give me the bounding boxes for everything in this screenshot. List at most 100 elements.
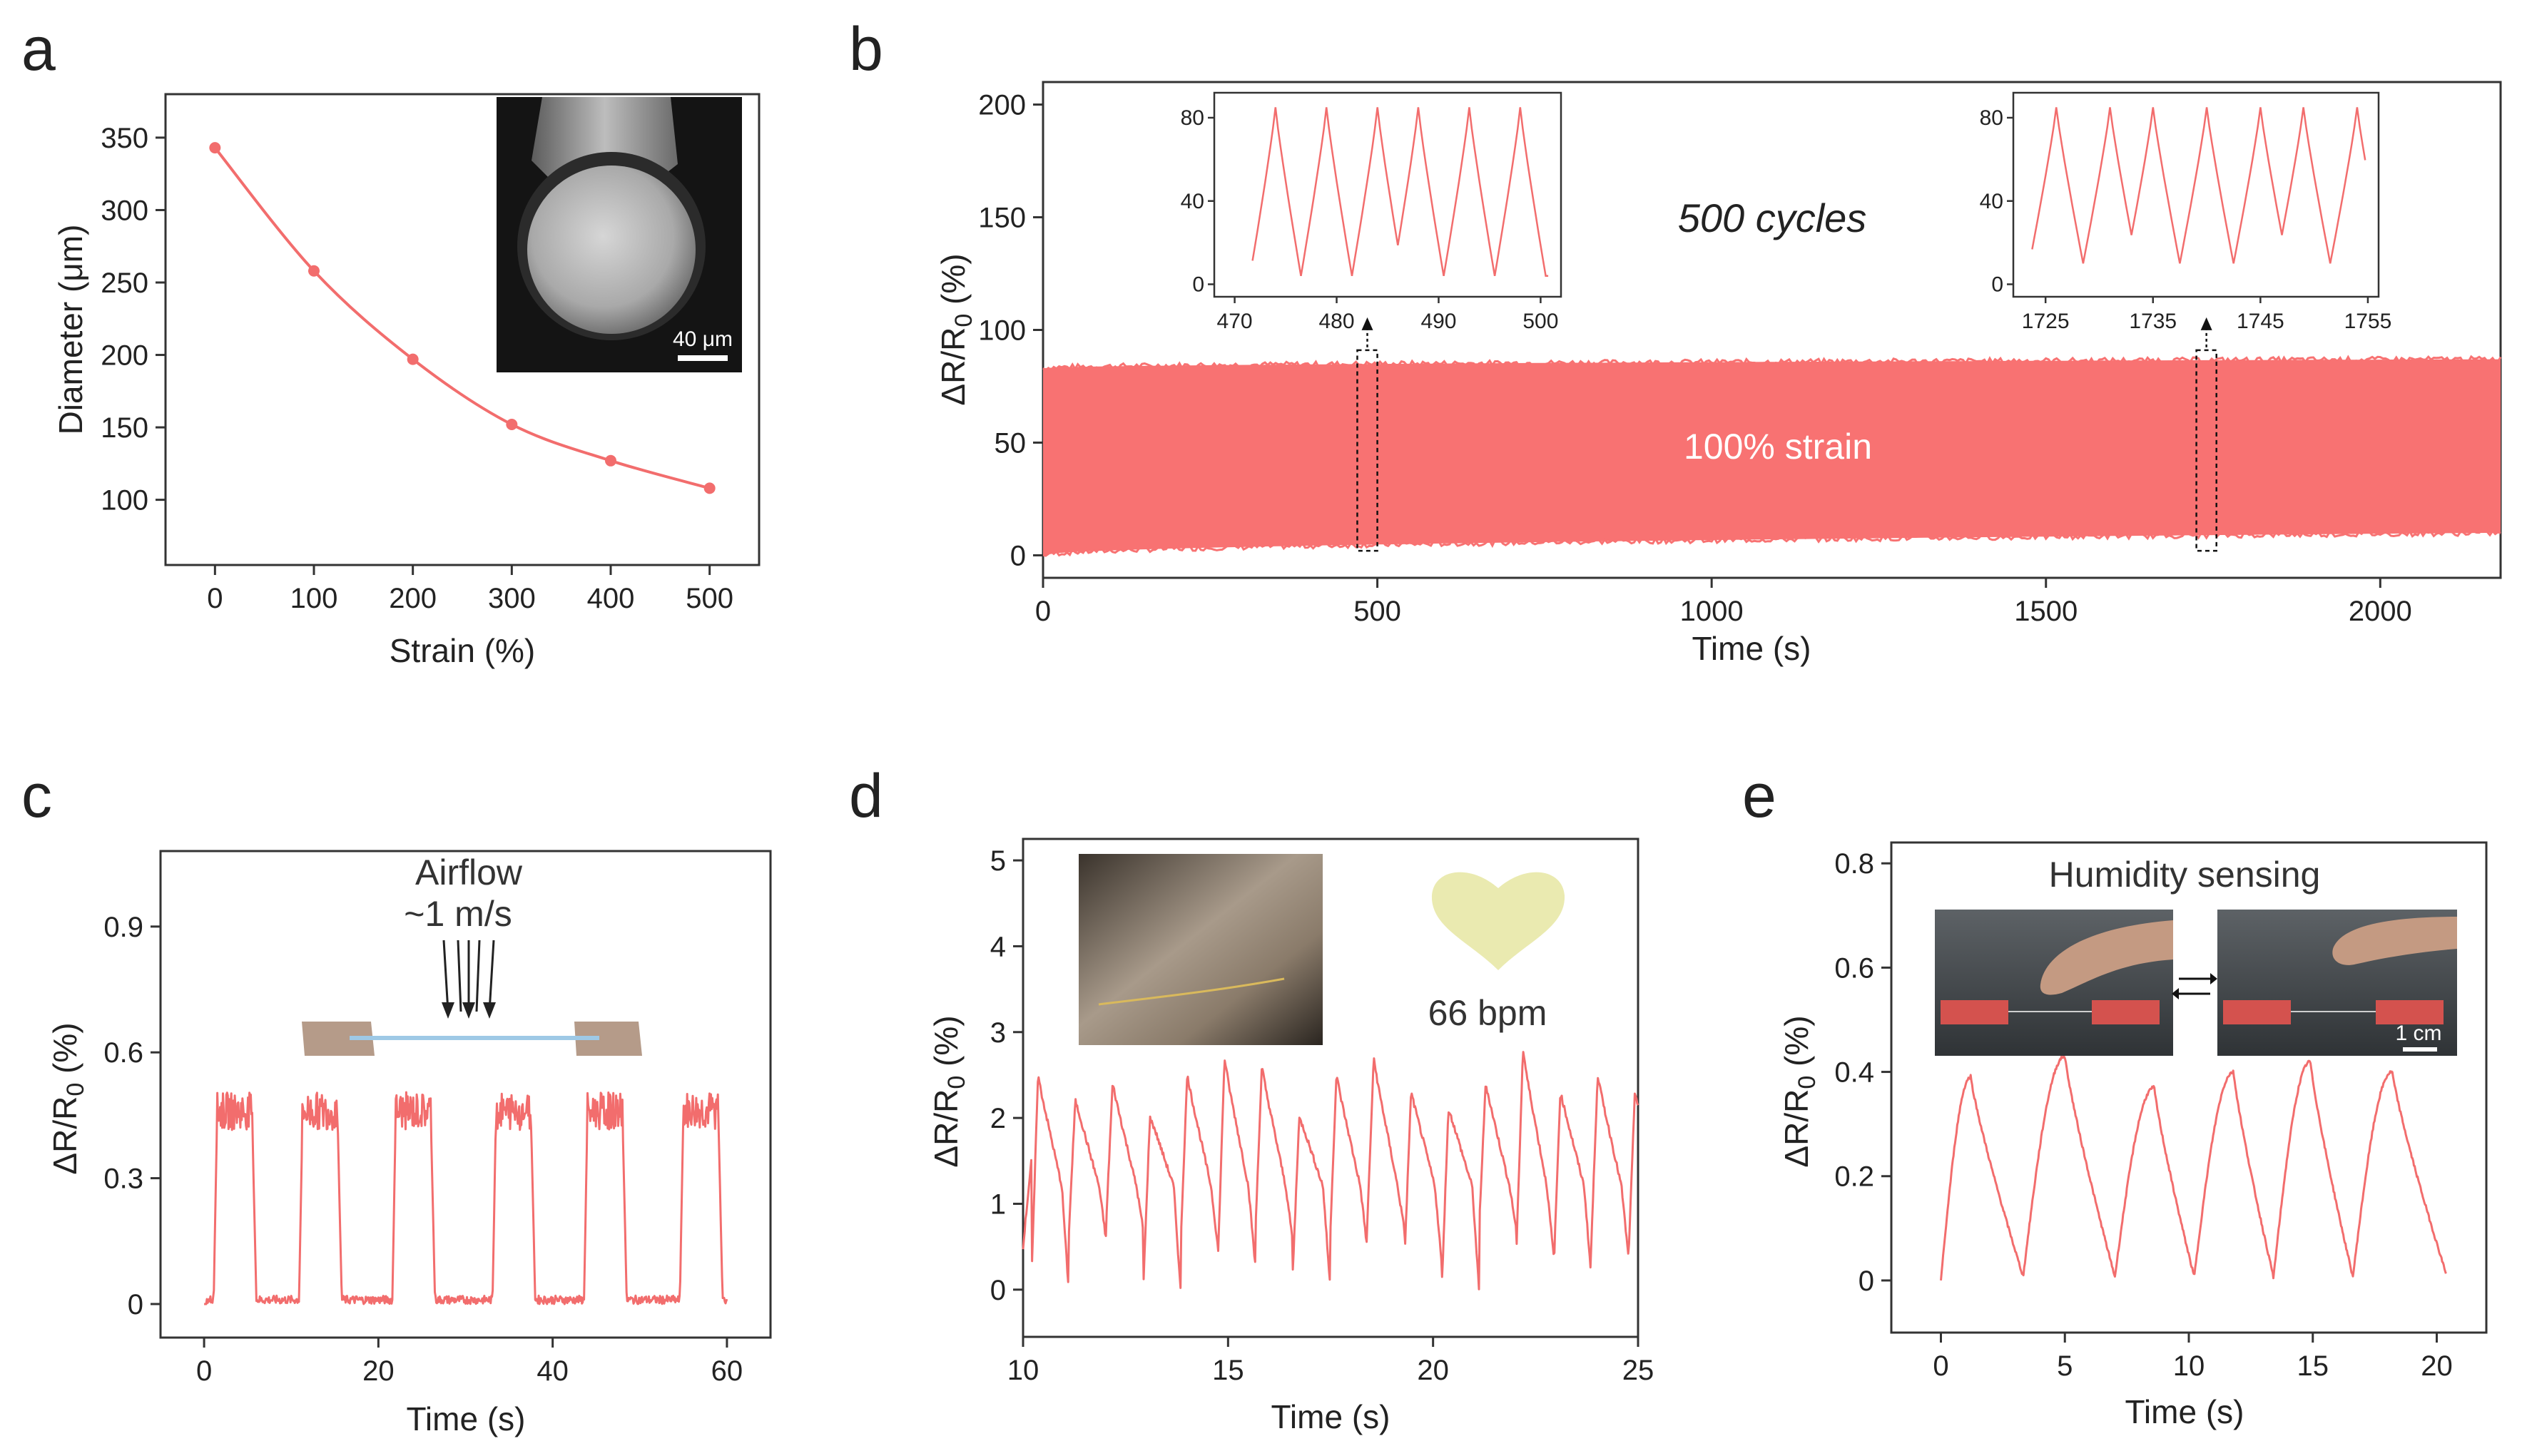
panel-e-ticks: 0 5 10 15 20 0 0.2 0.4 0.6 0.8 <box>1834 848 2452 1382</box>
panel-d-y-tick-label: 2 <box>990 1103 1006 1134</box>
panel-d-ticks: 10 15 20 25 0 1 2 3 4 5 <box>990 845 1654 1386</box>
panel-c-y-label-unit: (%) <box>46 1022 83 1082</box>
panel-c-y-label-sub: 0 <box>62 1083 89 1096</box>
sem-scalebar-label: 40 μm <box>673 327 733 351</box>
photo-scalebar <box>2403 1047 2437 1052</box>
panel-a-y-tick-label: 300 <box>101 195 148 226</box>
panel-a-series <box>209 142 716 494</box>
photo-1-pad-right <box>2092 1000 2160 1024</box>
panel-c-y-label: ΔR/R0 (%) <box>46 1022 89 1174</box>
panel-d-y-label-sub: 0 <box>943 1076 970 1089</box>
panel-b-x-label: Time (s) <box>1692 630 1811 667</box>
inset-x-tick-label: 1755 <box>2344 310 2392 333</box>
panel-b-band-area <box>1043 359 2501 556</box>
panel-a-point <box>506 419 518 431</box>
panel-b-y-tick-label: 100 <box>978 315 1026 347</box>
panel-d-x-tick-label: 25 <box>1622 1355 1654 1386</box>
panel-e-y-tick-label: 0 <box>1859 1266 1874 1297</box>
panel-a-y-tick-label: 150 <box>101 412 148 444</box>
panel-e-x-tick-label: 5 <box>2057 1350 2073 1382</box>
panel-e: e 0 5 10 15 20 0 0.2 0.4 0.6 0.8 Humidity sensing… <box>1742 762 2488 1430</box>
heart-rate-label: 66 bpm <box>1428 993 1547 1033</box>
panel-c-axes-frame <box>159 850 772 1339</box>
panel-c-y-tick-label: 0.6 <box>103 1037 143 1069</box>
panel-b-y-tick-label: 0 <box>1010 540 1026 571</box>
panel-e-x-tick-label: 15 <box>2297 1350 2329 1382</box>
swap-arrowheads <box>2172 973 2217 999</box>
panel-b-x-tick-label: 2000 <box>2349 596 2412 627</box>
inset-x-tick-label: 1745 <box>2237 310 2284 333</box>
panel-b-y-tick-label: 50 <box>995 427 1027 459</box>
sem-fiber-face <box>527 166 696 334</box>
photo-2-finger <box>2332 917 2457 965</box>
inset-y-tick-label: 80 <box>1980 106 2003 130</box>
sem-scalebar <box>678 355 728 361</box>
cycles-annotation: 500 cycles <box>1678 195 1867 240</box>
panel-a-x-tick-label: 200 <box>389 583 437 614</box>
panel-e-x-label: Time (s) <box>2125 1393 2244 1430</box>
panel-b-band-top-edge <box>1042 355 2502 372</box>
panel-a-x-tick-label: 300 <box>488 583 536 614</box>
panel-a-line <box>213 146 711 490</box>
panel-b-x-tick-label: 500 <box>1353 596 1401 627</box>
panel-a-y-tick-label: 100 <box>101 485 148 516</box>
panel-c-x-tick-label: 20 <box>362 1355 395 1387</box>
humidity-photo-insets: 1 cm <box>1935 910 2457 1056</box>
panel-e-y-label-sub: 0 <box>1794 1076 1821 1089</box>
inset-y-tick-label: 80 <box>1181 106 1204 130</box>
panel-d-y-tick-label: 1 <box>990 1188 1006 1220</box>
panel-a-point <box>605 454 616 467</box>
panel-b-zoom-boxes <box>1356 317 2217 552</box>
panel-b-x-tick-label: 0 <box>1035 596 1051 627</box>
inset-frame <box>1213 91 1562 298</box>
photo-scalebar-label: 1 cm <box>2395 1022 2441 1045</box>
panel-a-y-tick-label: 200 <box>101 340 148 372</box>
panel-e-y-label-main: ΔR/R <box>1778 1089 1815 1168</box>
panel-a-axes-frame <box>164 93 761 566</box>
panel-a-x-label: Strain (%) <box>390 632 535 669</box>
panel-a-x-tick-label: 0 <box>207 583 223 614</box>
panel-a-letter: a <box>21 15 56 83</box>
panel-e-y-label-unit: (%) <box>1778 1015 1815 1075</box>
strain-annotation: 100% strain <box>1684 427 1872 467</box>
sem-inset-image: 40 μm <box>497 97 742 372</box>
photo-1-finger <box>2040 920 2173 995</box>
panel-b-letter: b <box>849 15 883 83</box>
panel-a-x-tick-label: 500 <box>686 583 733 614</box>
photo-2-pad-right <box>2376 1000 2444 1024</box>
inset-x-tick-label: 470 <box>1217 310 1253 333</box>
panel-e-y-tick-label: 0.8 <box>1834 848 1874 880</box>
swap-arrows <box>2179 977 2210 995</box>
inset-x-tick-label: 1725 <box>2022 310 2070 333</box>
panel-e-title: Humidity sensing <box>2049 855 2321 895</box>
photo-2-pad-left <box>2223 1000 2291 1024</box>
panel-e-y-tick-label: 0.6 <box>1834 952 1874 984</box>
photo-1-pad-left <box>1941 1000 2008 1024</box>
panel-d-x-label: Time (s) <box>1271 1398 1390 1435</box>
zoom-arrowhead <box>2200 317 2212 330</box>
inset-y-tick-label: 0 <box>1192 273 1204 296</box>
panel-c-y-tick-label: 0 <box>128 1289 143 1320</box>
panel-c-x-tick-label: 40 <box>537 1355 569 1387</box>
inset-frame <box>2012 91 2380 298</box>
panel-a-ticks: 0 100 200 300 400 500 100 150 200 250 300 350 <box>101 123 733 614</box>
inset-y-tick-label: 40 <box>1181 190 1204 213</box>
inset-x-tick-label: 480 <box>1318 310 1354 333</box>
panel-a-y-tick-label: 350 <box>101 123 148 154</box>
airflow-arrows-illustration <box>302 940 642 1056</box>
panel-e-x-tick-label: 10 <box>2173 1350 2205 1382</box>
panel-b-inset-left: 470 480 490 500 0 40 80 <box>1181 91 1562 333</box>
panel-b-y-label-unit: (%) <box>935 253 972 313</box>
panel-d-axes-frame <box>1022 838 1639 1338</box>
panel-b-y-label-sub: 0 <box>950 314 977 327</box>
panel-a-point <box>308 265 320 277</box>
panel-d-x-tick-label: 15 <box>1212 1355 1244 1386</box>
panel-c-letter: c <box>21 762 52 830</box>
panel-a-y-tick-label: 250 <box>101 268 148 299</box>
panel-c-x-label: Time (s) <box>407 1400 526 1437</box>
panel-d-y-tick-label: 5 <box>990 845 1006 877</box>
wrist-photo-inset <box>1079 854 1323 1045</box>
panel-d-y-label-unit: (%) <box>927 1015 965 1075</box>
panel-d-x-tick-label: 20 <box>1417 1355 1449 1386</box>
